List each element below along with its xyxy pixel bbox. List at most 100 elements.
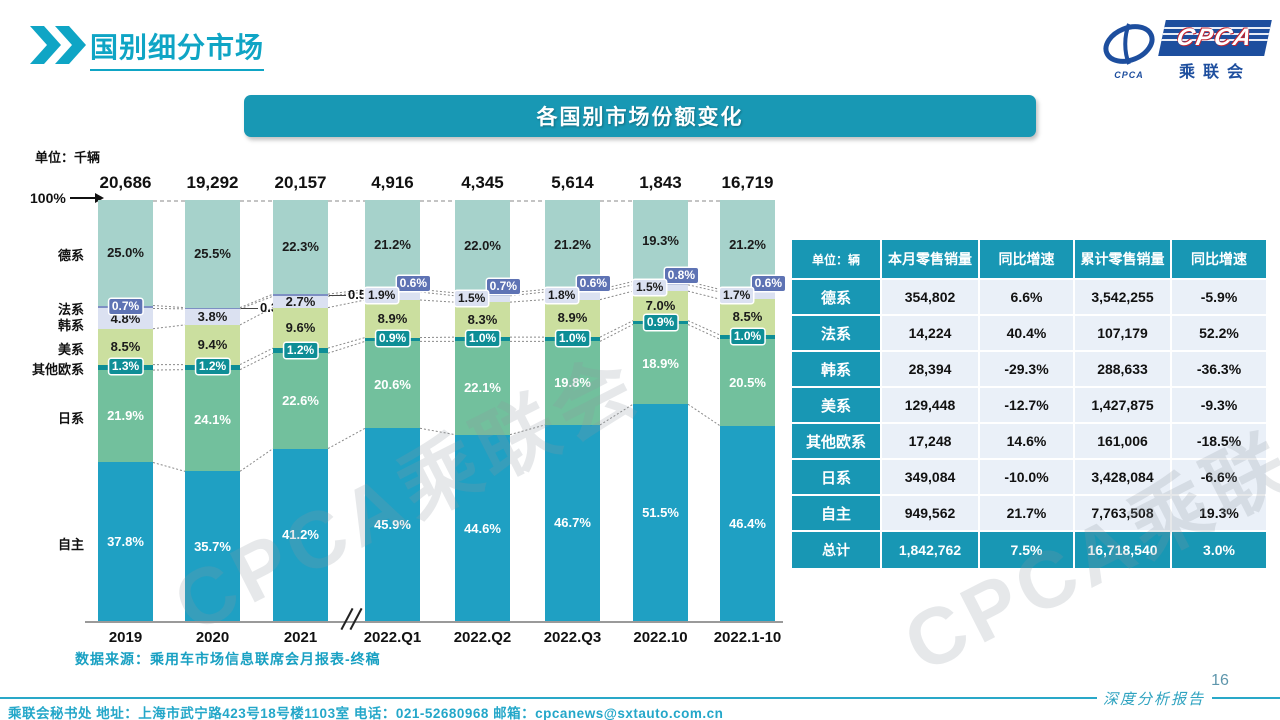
bar-total-2022.Q3: 5,614 bbox=[551, 173, 594, 192]
segment-label-自主: 35.7% bbox=[194, 538, 231, 554]
segment-label-美系: 8.5% bbox=[110, 338, 141, 354]
segment-日系 bbox=[720, 339, 775, 426]
segment-label-自主: 51.5% bbox=[642, 504, 679, 520]
segment-chip-韩系: 1.9% bbox=[365, 288, 399, 303]
table-column-header-0: 本月零售销量 bbox=[882, 240, 978, 278]
segment-label-日系: 22.6% bbox=[282, 392, 319, 408]
cpca-emblem-icon: CPCA bbox=[1100, 20, 1158, 80]
stacked-bar-chart: 25.0%0.7%4.8%8.5%1.3%21.9%37.8%0.3%25.5%… bbox=[95, 200, 785, 623]
data-source-note: 数据来源：乘用车市场信息联席会月报表-终稿 bbox=[75, 651, 381, 667]
segment-label-美系: 8.3% bbox=[467, 311, 498, 327]
cpca-wordmark: CPCA 乘联会 bbox=[1158, 20, 1272, 82]
table-column-header-3: 同比增速 bbox=[1172, 240, 1266, 278]
segment-德系 bbox=[365, 200, 420, 290]
table-unit-header: 单位：辆 bbox=[792, 240, 880, 278]
table-total-cell-3: 3.0% bbox=[1172, 532, 1266, 568]
table-column-header-2: 累计零售销量 bbox=[1075, 240, 1170, 278]
segment-label-德系: 25.0% bbox=[107, 244, 144, 260]
table-cell-韩系-0: 28,394 bbox=[882, 352, 978, 386]
table-total-cell-0: 1,842,762 bbox=[882, 532, 978, 568]
segment-label-美系: 8.9% bbox=[377, 310, 408, 326]
series-label-法系: 法系 bbox=[57, 301, 84, 317]
table-cell-法系-0: 14,224 bbox=[882, 316, 978, 350]
segment-label-日系: 20.6% bbox=[374, 376, 411, 392]
segment-label-日系: 18.9% bbox=[642, 356, 679, 372]
bar-total-2022.Q2: 4,345 bbox=[461, 173, 504, 192]
footer-divider-left bbox=[0, 697, 1097, 699]
stacked-bar-2022.10: 19.3% 0.8% 1.5% 7.0% 0.9% 18.9% 51.5% bbox=[633, 200, 698, 622]
page-number: 16 bbox=[1211, 672, 1229, 689]
table-cell-其他欧系-1: 14.6% bbox=[980, 424, 1073, 458]
table-cell-德系-1: 6.6% bbox=[980, 280, 1073, 314]
table-cell-日系-0: 349,084 bbox=[882, 460, 978, 494]
segment-chip-韩系: 1.5% bbox=[455, 290, 489, 306]
page-title: 国别细分市场 bbox=[90, 26, 265, 71]
segment-label-自主: 46.4% bbox=[729, 515, 766, 531]
segment-chip-其他欧系: 1.0% bbox=[555, 331, 590, 347]
segment-日系 bbox=[455, 341, 510, 435]
chart-unit-note: 单位：千辆 bbox=[35, 150, 101, 165]
series-label-韩系: 韩系 bbox=[57, 317, 84, 333]
segment-日系 bbox=[273, 353, 328, 449]
stacked-bar-2022.Q3: 21.2% 0.6% 1.8% 8.9% 1.0% 19.8% 46.7% bbox=[545, 200, 610, 622]
x-axis-label-2022.10: 2022.10 bbox=[633, 629, 688, 646]
segment-chip-其他欧系: 1.3% bbox=[108, 359, 143, 375]
table-cell-韩系-2: 288,633 bbox=[1075, 352, 1170, 386]
table-cell-自主-0: 949,562 bbox=[882, 496, 978, 530]
bar-total-2022.10: 1,843 bbox=[639, 173, 682, 192]
segment-日系 bbox=[545, 341, 600, 425]
series-label-其他欧系: 其他欧系 bbox=[31, 362, 84, 378]
segment-label-美系: 9.4% bbox=[197, 336, 228, 352]
table-total-cell-1: 7.5% bbox=[980, 532, 1073, 568]
table-cell-其他欧系-3: -18.5% bbox=[1172, 424, 1266, 458]
segment-chip-其他欧系: 0.9% bbox=[375, 331, 410, 347]
segment-label-韩系: 2.7% bbox=[285, 293, 316, 309]
segment-label-自主: 41.2% bbox=[282, 527, 319, 543]
table-cell-法系-3: 52.2% bbox=[1172, 316, 1266, 350]
label-leader-line bbox=[329, 295, 346, 297]
stacked-bar-2020: 25.5% 3.8% 9.4% 1.2% 24.1% 35.7% bbox=[185, 200, 240, 622]
cpca-emblem-text: CPCA bbox=[1114, 70, 1144, 80]
segment-chip-韩系: 1.5% bbox=[633, 279, 667, 295]
x-axis-label-2020: 2020 bbox=[195, 629, 230, 646]
section-banner-title: 各国别市场份额变化 bbox=[536, 106, 744, 129]
double-chevron-icon bbox=[30, 26, 86, 64]
table-cell-法系-2: 107,179 bbox=[1075, 316, 1170, 350]
segment-日系 bbox=[633, 324, 688, 405]
segment-label-韩系: 4.8% bbox=[110, 310, 141, 326]
segment-label-美系: 9.6% bbox=[285, 319, 316, 335]
segment-label-德系: 22.0% bbox=[464, 238, 501, 254]
table-cell-德系-2: 3,542,255 bbox=[1075, 280, 1170, 314]
segment-日系 bbox=[365, 341, 420, 429]
table-rowhead-德系: 德系 bbox=[792, 280, 880, 314]
segment-韩系 bbox=[273, 296, 328, 308]
segment-chip-法系: 0.8% bbox=[664, 268, 698, 284]
segment-自主 bbox=[455, 434, 510, 623]
segment-label-日系: 20.5% bbox=[729, 374, 766, 390]
segment-自主 bbox=[98, 462, 153, 622]
segment-日系 bbox=[185, 369, 240, 472]
segment-美系 bbox=[98, 328, 153, 365]
segment-label-自主: 37.8% bbox=[107, 534, 144, 550]
segment-美系 bbox=[545, 299, 600, 338]
table-cell-其他欧系-0: 17,248 bbox=[882, 424, 978, 458]
segment-chip-法系: 0.6% bbox=[751, 275, 785, 291]
section-banner: 各国别市场份额变化 bbox=[244, 95, 1036, 137]
table-cell-其他欧系-2: 161,006 bbox=[1075, 424, 1170, 458]
segment-label-自主: 45.9% bbox=[374, 517, 411, 533]
arrow-right-icon bbox=[69, 193, 104, 203]
segment-自主 bbox=[185, 471, 240, 622]
table-cell-德系-0: 354,802 bbox=[882, 280, 978, 314]
segment-chip-法系: 0.7% bbox=[108, 298, 143, 314]
table-cell-法系-1: 40.4% bbox=[980, 316, 1073, 350]
sales-table: 单位：辆 本月零售销量 同比增速 累计零售销量 同比增速 德系 354,802 6.6% 3,5… bbox=[792, 240, 1266, 568]
segment-韩系 bbox=[185, 308, 240, 325]
cpca-chinese-name: 乘联会 bbox=[1178, 64, 1251, 81]
segment-chip-韩系: 1.7% bbox=[720, 287, 754, 303]
x-axis-label-2019: 2019 bbox=[108, 629, 143, 646]
segment-label-德系: 19.3% bbox=[642, 232, 679, 248]
x-axis-line bbox=[85, 621, 783, 623]
table-total-label: 总计 bbox=[792, 532, 880, 568]
segment-label-德系: 21.2% bbox=[554, 236, 591, 252]
series-label-美系: 美系 bbox=[57, 341, 84, 357]
